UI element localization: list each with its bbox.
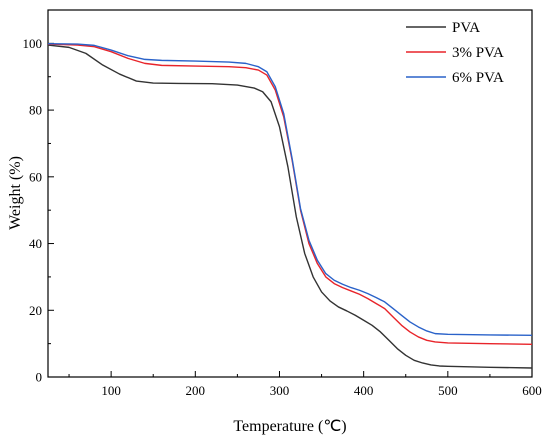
series-line-1	[47, 44, 533, 369]
legend-label-2: 3% PVA	[452, 45, 504, 61]
x-tick-label-600: 600	[522, 383, 542, 398]
series-line-3	[47, 43, 533, 336]
y-tick-label-80: 80	[29, 103, 42, 118]
legend-label-3: 6% PVA	[452, 70, 504, 86]
x-tick-label-300: 300	[270, 383, 290, 398]
x-tick-label-200: 200	[186, 383, 206, 398]
y-tick-label-0: 0	[36, 370, 43, 385]
y-axis-title: Weight (%)	[7, 156, 24, 230]
y-tick-label-60: 60	[29, 169, 42, 184]
plot-frame	[47, 9, 533, 378]
y-tick-label-20: 20	[29, 303, 42, 318]
y-tick-label-40: 40	[29, 236, 42, 251]
y-axis-ticks: 0 20 40 60 80 100	[23, 9, 54, 385]
x-tick-label-500: 500	[438, 383, 458, 398]
x-axis-ticks: 100 200 300 400 500 600	[68, 371, 542, 398]
series-line-2	[47, 43, 533, 345]
x-tick-label-400: 400	[354, 383, 374, 398]
series-layer	[47, 43, 533, 369]
legend-label-1: PVA	[452, 20, 480, 36]
y-tick-label-100: 100	[23, 36, 43, 51]
legend: PVA 3% PVA 6% PVA	[406, 20, 504, 86]
x-tick-label-100: 100	[101, 383, 121, 398]
x-axis-title: Temperature (℃)	[233, 418, 346, 435]
